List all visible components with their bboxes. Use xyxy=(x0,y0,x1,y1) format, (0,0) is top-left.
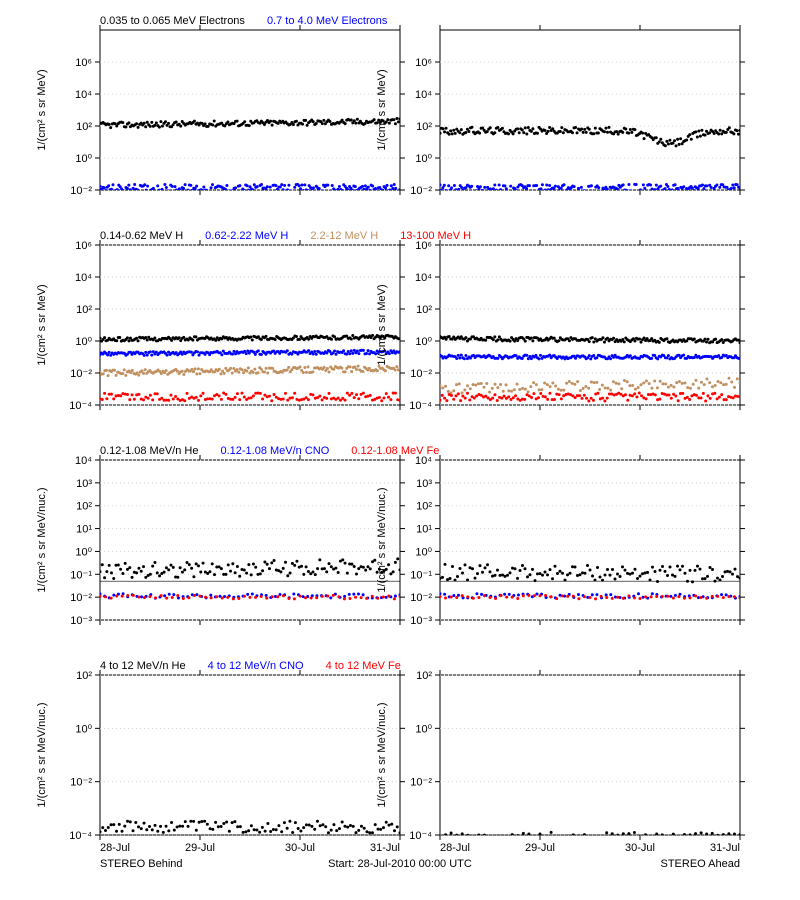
ytick-label: 10² xyxy=(416,501,432,513)
panel: 10⁻³ 10⁻² 10⁻¹ 10⁰ 10¹ 10² 10³ 10⁴ 1/(cm² s sr M… xyxy=(376,455,745,627)
ytick-label: 10² xyxy=(416,670,432,682)
legend-item: 0.12-1.08 MeV/n He xyxy=(100,445,198,457)
xtick-label: 29-Jul xyxy=(185,842,215,854)
ytick-label: 10⁻² xyxy=(410,368,432,380)
legend-item: 4 to 12 MeV/n He xyxy=(100,660,186,672)
ylabel: 1/(cm² s sr MeV/nuc.) xyxy=(36,702,48,807)
ytick-label: 10⁰ xyxy=(415,153,432,165)
axes-box xyxy=(100,30,400,190)
ytick-label: 10² xyxy=(76,670,92,682)
ytick-label: 10⁴ xyxy=(415,455,432,467)
ylabel: 1/(cm² s sr MeV/nuc.) xyxy=(36,487,48,592)
ytick-label: 10⁶ xyxy=(415,240,432,252)
ytick-label: 10² xyxy=(76,121,92,133)
ylabel: 1/(cm² s sr MeV) xyxy=(36,284,48,365)
ytick-label: 10³ xyxy=(76,478,92,490)
panel: 10⁻² 10⁰ 10² 10⁴ 10⁶ 1/(cm² s sr MeV) xyxy=(36,25,405,197)
ytick-label: 10⁰ xyxy=(415,336,432,348)
legend-item: 0.035 to 0.065 MeV Electrons xyxy=(100,15,245,27)
ytick-label: 10⁴ xyxy=(75,272,92,284)
panel: 10⁻⁴ 10⁻² 10⁰ 10² 28-Jul 29-Jul 30-Jul 31-Jul 1/… xyxy=(376,670,745,857)
axes-box xyxy=(440,30,740,190)
ytick-label: 10⁻² xyxy=(410,185,432,197)
ytick-label: 10⁰ xyxy=(415,546,432,558)
legend-item: 0.14-0.62 MeV H xyxy=(100,230,183,242)
ylabel: 1/(cm² s sr MeV) xyxy=(376,69,388,150)
ytick-label: 10⁻² xyxy=(410,592,432,604)
ytick-label: 10⁻⁴ xyxy=(409,830,432,842)
ytick-label: 10⁻³ xyxy=(70,615,92,627)
ylabel: 1/(cm² s sr MeV) xyxy=(376,284,388,365)
axes-box xyxy=(440,675,740,835)
xtick-label: 29-Jul xyxy=(525,842,555,854)
legend-item: 4 to 12 MeV Fe xyxy=(326,660,401,672)
ytick-label: 10⁴ xyxy=(75,89,92,101)
ytick-label: 10⁰ xyxy=(75,336,92,348)
legend-item: 0.12-1.08 MeV/n CNO xyxy=(220,445,329,457)
ytick-label: 10⁰ xyxy=(75,723,92,735)
ytick-label: 10⁻⁴ xyxy=(69,400,92,412)
xtick-label: 28-Jul xyxy=(100,842,130,854)
ytick-label: 10⁻⁴ xyxy=(69,830,92,842)
xtick-label: 30-Jul xyxy=(625,842,655,854)
axes-box xyxy=(100,245,400,405)
ytick-label: 10⁻⁴ xyxy=(409,400,432,412)
ytick-label: 10² xyxy=(76,304,92,316)
panel: 10⁻⁴ 10⁻² 10⁰ 10² 28-Jul 29-Jul 30-Jul 31-Jul 1/… xyxy=(36,670,405,857)
ytick-label: 10⁻³ xyxy=(410,615,432,627)
ylabel: 1/(cm² s sr MeV/nuc.) xyxy=(376,487,388,592)
ytick-label: 10¹ xyxy=(76,524,92,536)
ytick-label: 10⁴ xyxy=(415,272,432,284)
xtick-label: 31-Jul xyxy=(710,842,740,854)
footer-right: STEREO Ahead xyxy=(661,858,741,870)
panel: 10⁻⁴ 10⁻² 10⁰ 10² 10⁴ 10⁶ 1/(cm² s sr MeV) xyxy=(36,240,405,412)
ytick-label: 10⁶ xyxy=(75,57,92,69)
xtick-label: 31-Jul xyxy=(370,842,400,854)
ytick-label: 10⁶ xyxy=(75,240,92,252)
ytick-label: 10⁴ xyxy=(415,89,432,101)
ytick-label: 10⁰ xyxy=(75,153,92,165)
legend-item: 13-100 MeV H xyxy=(400,230,471,242)
ytick-label: 10⁻² xyxy=(70,592,92,604)
xtick-label: 30-Jul xyxy=(285,842,315,854)
xtick-label: 28-Jul xyxy=(440,842,470,854)
panel: 10⁻³ 10⁻² 10⁻¹ 10⁰ 10¹ 10² 10³ 10⁴ 1/(cm² s sr M… xyxy=(36,455,405,627)
ytick-label: 10¹ xyxy=(416,524,432,536)
panel: 10⁻⁴ 10⁻² 10⁰ 10² 10⁴ 10⁶ 1/(cm² s sr MeV) xyxy=(376,240,745,412)
ytick-label: 10⁻² xyxy=(70,777,92,789)
axes-box xyxy=(100,675,400,835)
ytick-label: 10⁻¹ xyxy=(70,569,92,581)
ytick-label: 10⁻² xyxy=(70,185,92,197)
ytick-label: 10⁰ xyxy=(75,546,92,558)
ytick-label: 10⁻² xyxy=(410,777,432,789)
legend-item: 4 to 12 MeV/n CNO xyxy=(208,660,304,672)
panel: 10⁻² 10⁰ 10² 10⁴ 10⁶ 1/(cm² s sr MeV) xyxy=(376,25,745,197)
ytick-label: 10⁶ xyxy=(415,57,432,69)
ylabel: 1/(cm² s sr MeV/nuc.) xyxy=(376,702,388,807)
ytick-label: 10² xyxy=(416,121,432,133)
footer-center: Start: 28-Jul-2010 00:00 UTC xyxy=(328,858,472,870)
ytick-label: 10⁰ xyxy=(415,723,432,735)
ytick-label: 10² xyxy=(76,501,92,513)
ytick-label: 10³ xyxy=(416,478,432,490)
ytick-label: 10⁴ xyxy=(75,455,92,467)
ytick-label: 10⁻¹ xyxy=(410,569,432,581)
ytick-label: 10⁻² xyxy=(70,368,92,380)
ylabel: 1/(cm² s sr MeV) xyxy=(36,69,48,150)
footer-left: STEREO Behind xyxy=(100,858,183,870)
ytick-label: 10² xyxy=(416,304,432,316)
legend-item: 0.62-2.22 MeV H xyxy=(205,230,288,242)
legend-item: 2.2-12 MeV H xyxy=(310,230,378,242)
stereo-figure: 0.035 to 0.065 MeV Electrons 0.7 to 4.0 M… xyxy=(0,0,800,900)
legend-item: 0.7 to 4.0 MeV Electrons xyxy=(267,15,388,27)
